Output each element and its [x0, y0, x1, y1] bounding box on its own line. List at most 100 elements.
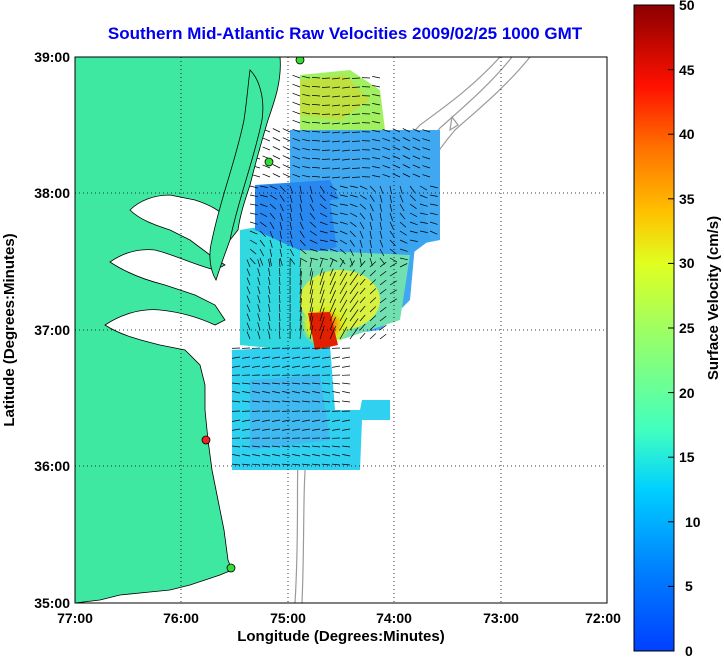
velocity-arrow: [272, 454, 281, 457]
velocity-arrow: [369, 194, 375, 202]
velocity-arrow: [292, 382, 301, 385]
velocity-arrow: [282, 365, 291, 368]
velocity-arrow: [246, 268, 251, 277]
velocity-arrow: [246, 259, 251, 268]
velocity-arrow: [292, 119, 301, 124]
velocity-arrow: [272, 391, 281, 394]
velocity-arrow: [302, 463, 311, 466]
velocity-arrow: [292, 400, 301, 403]
velocity-arrow: [268, 295, 271, 304]
velocity-arrow: [269, 185, 278, 190]
velocity-arrow: [332, 419, 341, 422]
velocity-arrow: [389, 289, 397, 295]
velocity-arrow: [369, 297, 377, 304]
velocity-arrow: [249, 194, 258, 197]
velocity-arrow: [382, 173, 391, 178]
velocity-arrow: [299, 185, 302, 194]
velocity-arrow: [382, 128, 391, 133]
velocity-arrow: [372, 130, 381, 133]
velocity-arrow: [252, 174, 261, 178]
velocity-arrow: [299, 268, 302, 277]
y-tick-label: 38:00: [34, 185, 70, 201]
velocity-arrow: [232, 428, 241, 431]
velocity-arrow: [257, 295, 261, 304]
y-axis-label: Latitude (Degrees:Minutes): [1, 233, 18, 426]
velocity-arrow: [268, 313, 271, 322]
velocity-arrow: [369, 279, 377, 286]
velocity-arrow: [422, 165, 431, 169]
velocity-arrow: [342, 167, 351, 170]
velocity-arrow: [399, 185, 403, 194]
velocity-arrow: [339, 290, 348, 304]
velocity-arrow: [402, 164, 411, 169]
velocity-arrow: [379, 261, 387, 268]
velocity-arrow: [299, 316, 302, 331]
velocity-arrow: [382, 164, 391, 169]
velocity-arrow: [349, 212, 358, 218]
velocity-arrow: [257, 259, 261, 268]
velocity-arrow: [302, 382, 311, 385]
velocity-arrow: [402, 155, 411, 160]
velocity-arrow: [389, 262, 397, 268]
velocity-arrow: [257, 268, 261, 277]
velocity-arrow: [299, 271, 302, 286]
velocity-arrow: [312, 463, 321, 466]
velocity-arrow: [309, 185, 313, 194]
velocity-arrow: [289, 212, 292, 221]
velocity-arrow: [269, 257, 272, 266]
velocity-arrow: [372, 148, 381, 151]
velocity-arrow: [389, 257, 398, 263]
velocity-arrow: [322, 391, 331, 394]
velocity-arrow: [369, 239, 372, 248]
velocity-arrow: [312, 356, 321, 359]
velocity-arrow: [292, 428, 301, 431]
velocity-arrow: [292, 173, 301, 178]
velocity-arrow: [339, 317, 348, 331]
velocity-field: [232, 70, 440, 470]
velocity-arrow: [311, 86, 321, 88]
velocity-arrow: [342, 454, 351, 457]
velocity-arrow: [349, 194, 358, 198]
velocity-arrow: [268, 277, 271, 286]
velocity-arrow: [419, 221, 428, 224]
velocity-arrow: [292, 419, 301, 422]
velocity-arrow: [351, 104, 361, 106]
velocity-arrow: [351, 95, 361, 97]
velocity-arrow: [372, 112, 381, 115]
velocity-arrow: [369, 333, 377, 340]
velocity-arrow: [342, 113, 351, 116]
velocity-arrow: [321, 167, 331, 169]
velocity-arrow: [268, 322, 271, 331]
velocity-arrow: [249, 221, 258, 225]
velocity-arrow: [312, 419, 321, 422]
velocity-arrow: [319, 325, 325, 340]
velocity-arrow: [389, 298, 397, 304]
velocity-arrow: [379, 257, 386, 265]
velocity-arrow: [349, 260, 355, 268]
velocity-arrow: [232, 419, 241, 422]
velocity-arrow: [302, 102, 311, 106]
velocity-arrow: [342, 365, 351, 368]
velocity-arrow: [351, 122, 361, 124]
velocity-arrow: [289, 257, 296, 265]
velocity-arrow: [322, 428, 331, 431]
station-marker-assateague: [264, 157, 274, 167]
velocity-arrow: [329, 272, 336, 286]
velocity-arrow: [282, 400, 291, 403]
velocity-arrow: [402, 173, 411, 178]
velocity-arrow: [322, 419, 331, 422]
velocity-arrow: [329, 203, 338, 207]
velocity-arrow: [389, 271, 397, 277]
velocity-arrow: [252, 356, 261, 359]
velocity-arrow: [299, 248, 307, 255]
velocity-arrow: [252, 382, 261, 385]
velocity-arrow: [399, 221, 407, 228]
velocity-arrow: [319, 230, 328, 234]
velocity-arrow: [242, 454, 251, 457]
velocity-arrow: [319, 298, 325, 313]
velocity-arrow: [342, 122, 351, 125]
velocity-arrow: [359, 314, 366, 322]
land-mass: [75, 57, 281, 603]
velocity-arrow: [359, 278, 366, 286]
